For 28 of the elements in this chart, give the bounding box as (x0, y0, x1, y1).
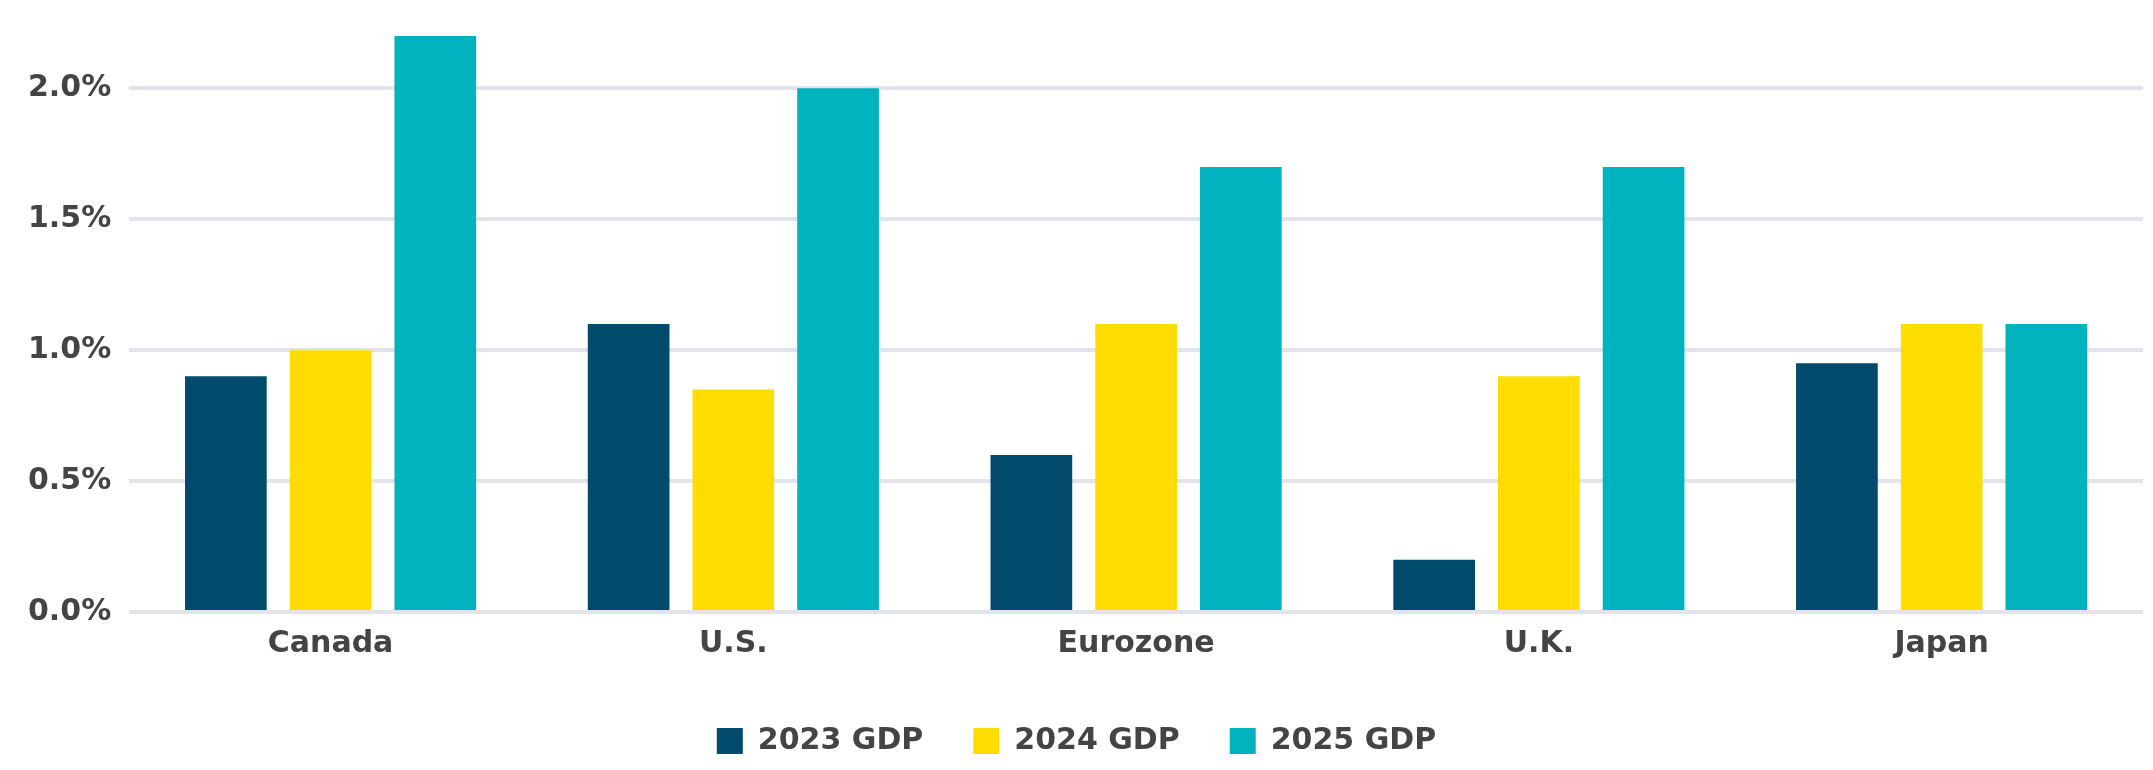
bar (587, 324, 670, 610)
legend-label: 2023 GDP (757, 720, 924, 756)
bar (1095, 324, 1177, 610)
x-tick-label: U.K. (1503, 623, 1575, 659)
y-tick-label: 0.5% (28, 460, 112, 496)
bar (797, 88, 879, 610)
bar (692, 389, 775, 610)
bar (185, 376, 267, 610)
bar (289, 350, 372, 610)
bar (1498, 376, 1580, 610)
bar (1199, 166, 1282, 610)
y-tick-label: 1.5% (28, 199, 112, 235)
legend-label: 2025 GDP (1270, 720, 1437, 756)
bar (1393, 559, 1475, 610)
y-tick-label: 2.0% (28, 68, 112, 104)
bar (2005, 324, 2088, 610)
bar (1900, 324, 1983, 610)
bar (990, 454, 1073, 610)
x-tick-label: Japan (1892, 623, 1989, 659)
bar (394, 36, 477, 610)
x-tick-label: Eurozone (1057, 623, 1215, 659)
y-tick-label: 0.0% (28, 591, 112, 627)
y-tick-label: 1.0% (28, 329, 112, 365)
bar (1796, 363, 1878, 610)
legend-label: 2024 GDP (1014, 720, 1180, 756)
bar (1602, 166, 1685, 610)
x-tick-label: Canada (267, 623, 394, 659)
x-tick-label: U.S. (698, 623, 768, 659)
